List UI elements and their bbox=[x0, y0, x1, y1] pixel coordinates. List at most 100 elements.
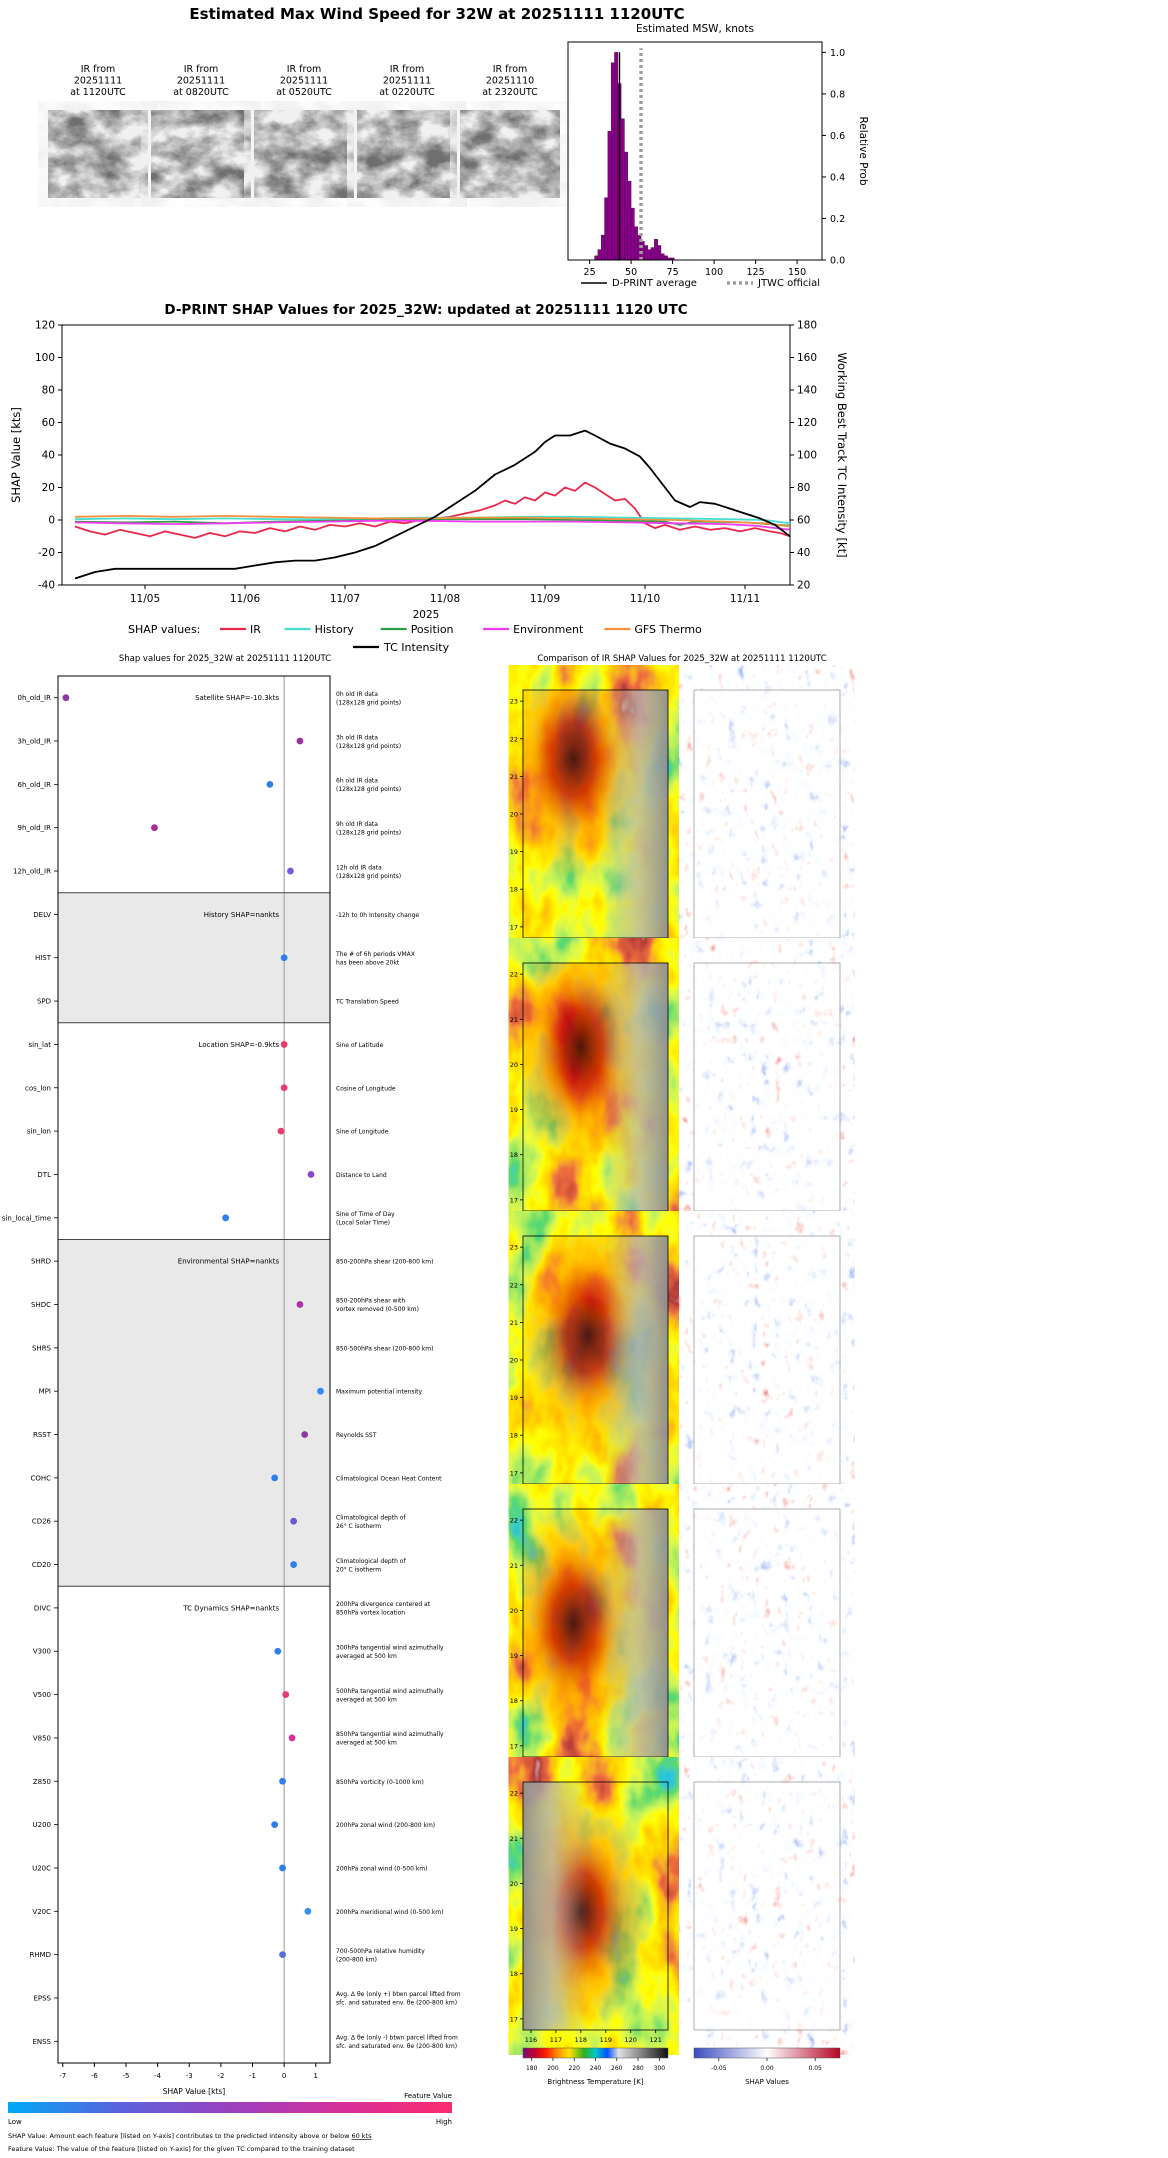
ir-image-clear-air bbox=[523, 690, 668, 938]
histogram-bar bbox=[604, 197, 609, 261]
lon-tick-label: 117 bbox=[550, 1217, 562, 1225]
feature-name: sin_lon bbox=[27, 1128, 51, 1136]
feature-dot-9h_old_IR bbox=[151, 824, 158, 832]
msw-histogram: Estimated MSW, knots 25 50 75 100 125 150 0.0 0.… bbox=[567, 23, 869, 289]
max-wind-title: Estimated Max Wind Speed for 32W at 2025… bbox=[189, 5, 685, 23]
feature-desc: 200hPa divergence centered at bbox=[336, 1601, 431, 1608]
lat-tick-label: 19 bbox=[510, 1925, 518, 1933]
ir-frame bbox=[522, 1781, 669, 2031]
legend-label-jtwc: JTWC official bbox=[757, 278, 820, 289]
histogram-bar bbox=[634, 226, 638, 261]
legend-label: Position bbox=[411, 623, 454, 636]
thumbnail-label-line: IR from bbox=[390, 64, 425, 75]
legend-label-dprint: D-PRINT average bbox=[612, 278, 697, 289]
series-line-GFS-Thermo bbox=[74, 514, 791, 528]
lon-tick-label: 119 bbox=[600, 1217, 612, 1225]
legend-label: IR bbox=[250, 623, 261, 636]
left-axis-label: SHAP Value [kts] bbox=[9, 407, 23, 503]
bt-tick-label: 260 bbox=[611, 2065, 623, 2072]
x-tick-label: -5 bbox=[123, 2072, 130, 2080]
feature-dot-V850 bbox=[288, 1734, 296, 1742]
histogram-bar bbox=[614, 52, 619, 261]
feature-name: EPSS bbox=[33, 1994, 51, 2002]
feature-desc: The # of 6h periods VMAX bbox=[335, 951, 415, 958]
thumbnail-label-line: 20251111 bbox=[74, 76, 122, 87]
feature-dot-sin_local_time bbox=[222, 1214, 230, 1222]
comparison-row-1: 3h old IR Data SHAP Value=-1.83 kts 22 21 20… bbox=[510, 950, 841, 1225]
lat-tick-label: 20 bbox=[510, 1357, 518, 1365]
feature-desc: (128x128 grid points) bbox=[336, 829, 401, 836]
thumbnail-image-clouds bbox=[48, 110, 148, 198]
feature-dot-V20C bbox=[304, 1907, 312, 1915]
feature-name: V20C bbox=[32, 1908, 51, 1916]
lat-tick-label: 20 bbox=[510, 1880, 518, 1888]
feature-name: ENSS bbox=[32, 2038, 51, 2046]
shap-panel-title: SHAP Value=-6.68 kts bbox=[723, 677, 811, 686]
feature-desc: 850-200hPa shear with bbox=[336, 1298, 405, 1305]
x-tick-label: -6 bbox=[91, 2072, 99, 2080]
frame bbox=[61, 324, 791, 586]
x-tick-label: 25 bbox=[584, 267, 596, 278]
ir-panel-title: 12h old IR Data bbox=[564, 1769, 626, 1778]
feature-dot-3h_old_IR bbox=[296, 737, 304, 745]
timeseries-title: D-PRINT SHAP Values for 2025_32W: update… bbox=[164, 302, 688, 318]
series-line-Environment bbox=[74, 519, 791, 531]
y-tick-label: 0.2 bbox=[830, 214, 845, 225]
shap-feature-panel: 0h_old_IR 0h old IR data(128x128 grid poi… bbox=[2, 675, 461, 2153]
comparison-row-4: 12h old IR Data SHAP Value=-1.09 kts 22 21 2… bbox=[510, 1769, 841, 2044]
right-tick-label: 40 bbox=[797, 547, 810, 559]
feature-desc: Avg. Δ θe (only -) btwn parcel lifted fr… bbox=[336, 2035, 458, 2042]
bt-colorbar-label: Brightness Temperature [K] bbox=[547, 2078, 643, 2086]
lon-tick-label: 118 bbox=[575, 1490, 587, 1498]
lat-tick-label: 20 bbox=[510, 1061, 518, 1069]
ir-image-clear-air bbox=[523, 1782, 668, 2030]
feature-desc: Reynolds SST bbox=[336, 1432, 377, 1439]
shap-image-fade bbox=[694, 690, 840, 938]
lat-tick-label: 22 bbox=[510, 971, 518, 979]
left-tick-label: 60 bbox=[42, 417, 55, 429]
lon-tick-label: 118 bbox=[575, 2036, 587, 2044]
feature-desc: Cosine of Longitude bbox=[336, 1085, 396, 1092]
footnote-line: SHAP Value: Amount each feature [listed … bbox=[8, 2132, 372, 2140]
thumbnail-label-line: at 2320UTC bbox=[482, 87, 538, 98]
lon-tick-label: 119 bbox=[600, 1763, 612, 1771]
feature-name: SHDC bbox=[31, 1301, 51, 1309]
left-tick-label: 40 bbox=[42, 450, 55, 462]
feature-dot-Z850 bbox=[279, 1777, 286, 1785]
bt-tick-label: 300 bbox=[654, 2065, 666, 2072]
x-axis-label: SHAP Value [kts] bbox=[163, 2087, 226, 2096]
thumbnail-label-line: IR from bbox=[287, 64, 322, 75]
lon-tick-label: 116 bbox=[525, 1217, 537, 1225]
lat-tick-label: 18 bbox=[510, 1970, 518, 1978]
feature-dot-sin_lon bbox=[277, 1127, 285, 1135]
bt-tick-label: 280 bbox=[632, 2065, 644, 2072]
lon-tick-label: 118 bbox=[575, 1763, 587, 1771]
lon-tick-label: 121 bbox=[649, 2036, 661, 2044]
bt-tick-label: 200 bbox=[547, 2065, 559, 2072]
feature-desc: 500hPa tangential wind azimuthally bbox=[336, 1688, 444, 1695]
feature-desc: 26° C isotherm bbox=[336, 1523, 381, 1530]
feature-desc: sfc. and saturated env. θe (200-800 km) bbox=[336, 2043, 457, 2050]
series-line-TC-Intensity bbox=[74, 429, 791, 580]
thumbnail-label-line: IR from bbox=[493, 64, 528, 75]
ir-panel-title: 9h old IR Data bbox=[567, 1496, 624, 1505]
lon-tick-label: 121 bbox=[649, 1763, 661, 1771]
lon-tick-label: 120 bbox=[625, 1763, 637, 1771]
comparison-colorbars: 180 200 220 240 260 280 300 Brightness Temperat… bbox=[522, 2047, 841, 2086]
footnote-part: Feature Value: The value of the feature … bbox=[8, 2145, 355, 2153]
feature-desc: -12h to 0h Intensity change bbox=[336, 912, 419, 919]
histogram-bar bbox=[644, 245, 648, 261]
lon-tick-label: 119 bbox=[600, 1490, 612, 1498]
left-tick-label: -20 bbox=[38, 547, 55, 559]
shap-panel-title: SHAP Value=-3.43 kts bbox=[723, 1496, 811, 1505]
thumbnail-label-line: at 1120UTC bbox=[70, 87, 126, 98]
histogram-bar bbox=[624, 151, 628, 261]
thumbnail-label-line: 20251111 bbox=[177, 76, 225, 87]
feature-name: HIST bbox=[35, 954, 52, 962]
group-label: Satellite SHAP=-10.3kts bbox=[195, 694, 279, 702]
feature-name: V300 bbox=[33, 1648, 51, 1656]
x-tick-label: -4 bbox=[154, 2072, 162, 2080]
